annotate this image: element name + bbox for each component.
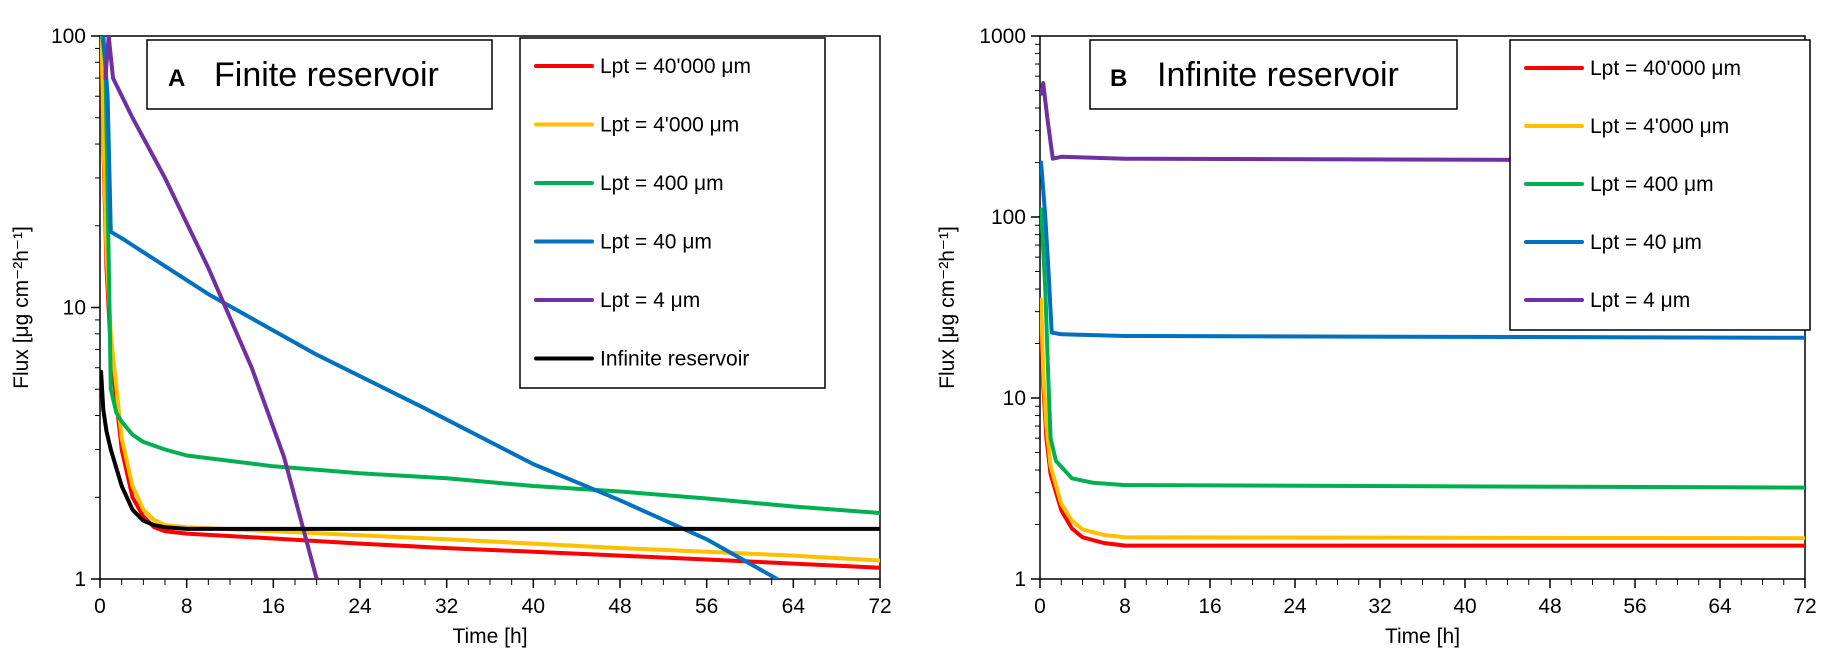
x-tick-label: 40 <box>522 595 545 618</box>
x-tick-label: 72 <box>1793 595 1816 618</box>
y-axis-label: Flux [μg cm⁻²h⁻¹] <box>10 226 33 389</box>
y-tick-label: 1000 <box>979 25 1026 48</box>
x-tick-label: 64 <box>1708 595 1732 618</box>
series-line-4 <box>103 36 319 579</box>
panel-title: Infinite reservoir <box>1157 56 1399 94</box>
x-tick-label: 24 <box>348 595 372 618</box>
x-tick-label: 8 <box>181 595 193 618</box>
y-tick-label: 10 <box>63 297 86 320</box>
x-tick-label: 24 <box>1283 595 1307 618</box>
x-tick-label: 56 <box>1623 595 1646 618</box>
y-tick-label: 1 <box>1014 568 1026 591</box>
x-tick-label: 32 <box>435 595 458 618</box>
y-tick-label: 100 <box>51 25 86 48</box>
legend-label-2: Lpt = 400 μm <box>1590 173 1714 196</box>
legend-label-1: Lpt = 4'000 μm <box>1590 115 1729 138</box>
y-tick-label: 1 <box>74 568 86 591</box>
chart-panel-a: 1 10 100 0 8 16 24 32 40 48 56 64 72 Time [h] Flux [μg… <box>10 25 892 648</box>
legend-label-3: Lpt = 40 μm <box>600 231 712 254</box>
chart-panel-b: 1 10 100 1000 0 8 16 24 32 40 48 56 64 72 Time [h] Flux… <box>936 25 1817 648</box>
series-line-3 <box>101 36 780 579</box>
y-tick-label: 10 <box>1003 387 1026 410</box>
series-lines <box>100 36 880 579</box>
x-axis-label: Time [h] <box>452 625 527 648</box>
series-line-2 <box>1040 207 1805 490</box>
x-tick-label: 16 <box>1198 595 1221 618</box>
legend-label-1: Lpt = 4'000 μm <box>600 114 739 137</box>
panel-title-box <box>146 39 493 110</box>
panel-title-box <box>1089 39 1458 110</box>
y-axis-label: Flux [μg cm⁻²h⁻¹] <box>936 226 959 389</box>
panel-letter: B <box>1110 65 1127 92</box>
x-tick-label: 0 <box>1034 595 1046 618</box>
y-tick-label: 100 <box>991 206 1026 229</box>
series-line-0 <box>1040 309 1805 548</box>
legend-label-4: Lpt = 4 μm <box>600 289 700 312</box>
x-tick-label: 48 <box>608 595 631 618</box>
x-tick-label: 56 <box>695 595 718 618</box>
legend-box <box>519 37 826 389</box>
panel-title: Finite reservoir <box>214 56 439 94</box>
legend-label-0: Lpt = 40'000 μm <box>1590 57 1741 80</box>
x-tick-label: 0 <box>94 595 106 618</box>
legend-label-5: Infinite reservoir <box>600 348 749 371</box>
series-lines <box>1040 81 1805 548</box>
legend-label-3: Lpt = 40 μm <box>1590 231 1702 254</box>
x-tick-label: 8 <box>1119 595 1131 618</box>
x-tick-label: 40 <box>1453 595 1476 618</box>
x-axis-label: Time [h] <box>1385 625 1460 648</box>
series-line-3 <box>1040 160 1805 340</box>
series-line-4 <box>1040 81 1805 163</box>
legend-label-4: Lpt = 4 μm <box>1590 289 1690 312</box>
panel-letter: A <box>168 65 185 92</box>
x-tick-label: 48 <box>1538 595 1561 618</box>
series-line-5 <box>100 369 880 531</box>
x-tick-label: 64 <box>782 595 806 618</box>
x-tick-label: 32 <box>1368 595 1391 618</box>
legend-label-2: Lpt = 400 μm <box>600 172 724 195</box>
x-tick-label: 16 <box>262 595 285 618</box>
series-line-1 <box>1040 297 1805 541</box>
series-line-2 <box>100 36 880 515</box>
legend-label-0: Lpt = 40'000 μm <box>600 55 751 78</box>
x-tick-label: 72 <box>868 595 891 618</box>
